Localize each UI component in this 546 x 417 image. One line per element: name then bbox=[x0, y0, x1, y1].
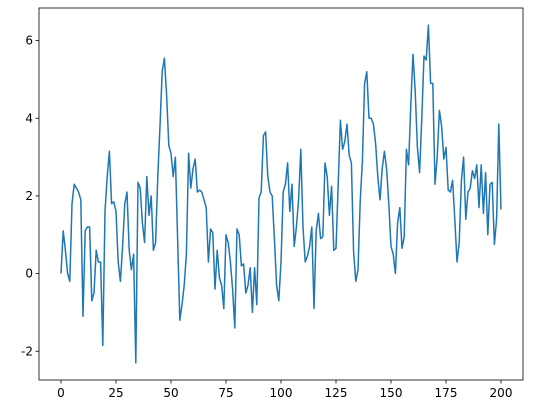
x-tick-label: 125 bbox=[325, 386, 348, 400]
x-tick-label: 100 bbox=[270, 386, 293, 400]
x-tick-label: 75 bbox=[218, 386, 233, 400]
x-tick-label: 150 bbox=[380, 386, 403, 400]
x-tick-label: 25 bbox=[108, 386, 123, 400]
x-tick-label: 50 bbox=[163, 386, 178, 400]
x-tick-label: 200 bbox=[490, 386, 513, 400]
x-tick-label: 175 bbox=[435, 386, 458, 400]
y-tick-label: 4 bbox=[25, 111, 33, 125]
axes-frame bbox=[38, 7, 524, 381]
line-series bbox=[60, 24, 502, 364]
x-tick-label: 0 bbox=[57, 386, 65, 400]
y-tick-label: 0 bbox=[25, 267, 33, 281]
y-tick-label: -2 bbox=[21, 344, 33, 358]
y-tick-label: 6 bbox=[25, 34, 33, 48]
y-tick-label: 2 bbox=[25, 189, 33, 203]
